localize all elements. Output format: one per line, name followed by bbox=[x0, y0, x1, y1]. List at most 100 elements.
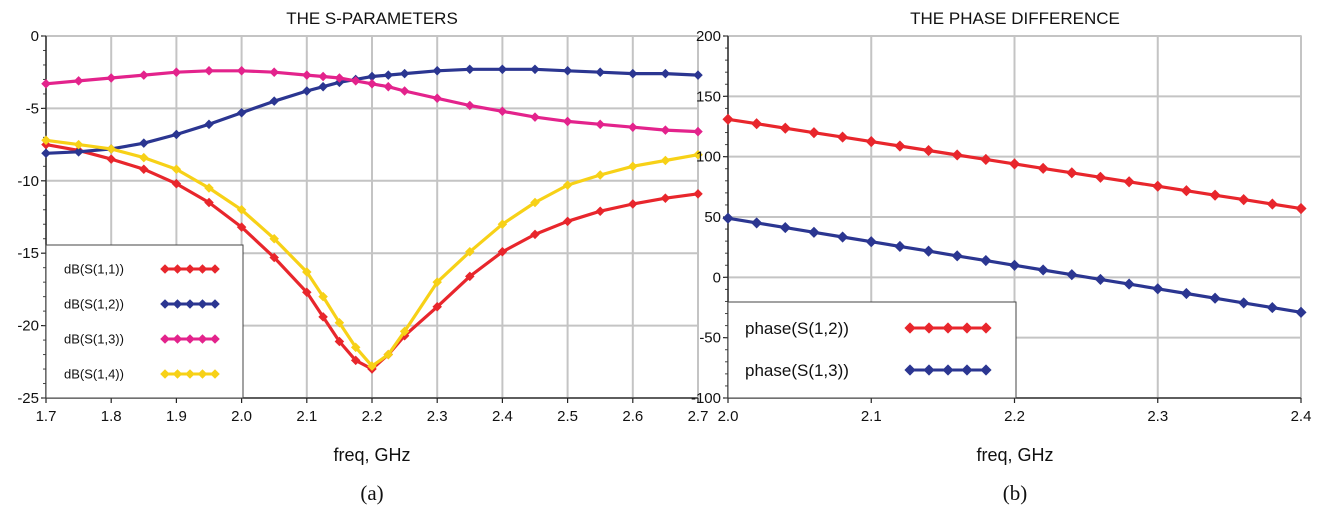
data-point bbox=[808, 127, 820, 139]
data-point bbox=[139, 70, 149, 80]
data-point bbox=[334, 336, 345, 347]
data-point bbox=[595, 170, 605, 180]
series-group bbox=[41, 64, 703, 374]
data-point bbox=[530, 64, 540, 75]
data-point bbox=[204, 119, 214, 130]
data-point bbox=[894, 240, 906, 253]
data-point bbox=[722, 212, 734, 224]
legend-swatch-marker bbox=[160, 299, 170, 309]
legend-swatch-marker bbox=[172, 334, 183, 344]
legend-swatch-marker bbox=[185, 299, 195, 309]
legend-swatch-marker bbox=[172, 369, 183, 379]
data-point bbox=[106, 73, 116, 83]
data-point bbox=[808, 226, 820, 238]
y-tick-label: -50 bbox=[699, 330, 721, 347]
data-point bbox=[894, 140, 906, 152]
figure-caption: (a) bbox=[360, 481, 383, 505]
data-point bbox=[628, 199, 638, 209]
x-tick-label: 1.9 bbox=[166, 408, 187, 425]
legend-swatch-marker bbox=[942, 322, 954, 334]
x-tick-label: 2.3 bbox=[427, 408, 448, 425]
data-point bbox=[922, 245, 935, 257]
legend-swatch-marker bbox=[197, 334, 208, 344]
data-point bbox=[837, 131, 849, 143]
data-point bbox=[628, 161, 638, 172]
data-point bbox=[302, 70, 312, 80]
legend-swatch-marker bbox=[185, 264, 195, 274]
data-point bbox=[951, 149, 963, 161]
legend-swatch-marker bbox=[160, 264, 170, 274]
data-point bbox=[236, 107, 247, 118]
legend-entry: dB(S(1,1)) bbox=[64, 262, 220, 277]
data-point bbox=[204, 65, 214, 76]
x-axis-label: freq, GHz bbox=[976, 445, 1053, 465]
data-point bbox=[399, 86, 410, 96]
legend-entry: phase(S(1,3)) bbox=[745, 361, 992, 380]
x-tick-label: 2.1 bbox=[296, 408, 317, 425]
legend-swatch-marker bbox=[961, 322, 973, 334]
x-tick-label: 2.4 bbox=[492, 408, 513, 425]
data-point bbox=[432, 93, 442, 104]
data-point bbox=[73, 76, 84, 86]
data-point bbox=[465, 100, 475, 111]
data-point bbox=[693, 149, 703, 160]
data-point bbox=[269, 96, 279, 106]
x-tick-label: 2.5 bbox=[557, 408, 578, 425]
legend-swatch-marker bbox=[197, 299, 208, 309]
data-point bbox=[139, 152, 149, 163]
data-point bbox=[1180, 287, 1192, 300]
data-point bbox=[41, 79, 51, 89]
legend-entry: dB(S(1,2)) bbox=[64, 297, 220, 312]
data-point bbox=[139, 164, 149, 174]
x-axis-label: freq, GHz bbox=[333, 445, 410, 465]
data-point bbox=[660, 193, 671, 203]
data-point bbox=[334, 317, 345, 328]
legend: phase(S(1,2)) phase(S(1,3)) bbox=[727, 301, 1017, 399]
legend-swatch-marker bbox=[185, 334, 195, 344]
chart-title: THE S-PARAMETERS bbox=[286, 9, 458, 28]
legend-entry: phase(S(1,2)) bbox=[745, 319, 992, 338]
phase-difference-chart: THE PHASE DIFFERENCE 2.0 2.1 2.2 2.3 2.4 200 1… bbox=[691, 9, 1311, 505]
x-tick-label: 2.7 bbox=[688, 408, 709, 425]
legend-swatch-marker bbox=[980, 322, 992, 334]
x-tick-label: 2.4 bbox=[1291, 408, 1312, 425]
data-point bbox=[171, 67, 182, 77]
legend-swatch-marker bbox=[172, 264, 183, 274]
data-point bbox=[751, 118, 763, 130]
data-point bbox=[595, 206, 605, 216]
legend-swatch-marker bbox=[185, 369, 195, 379]
data-point bbox=[1152, 180, 1164, 192]
data-point bbox=[41, 148, 51, 159]
data-point bbox=[171, 129, 182, 140]
series-3 bbox=[41, 65, 703, 137]
data-point bbox=[269, 67, 279, 77]
chart-title: THE PHASE DIFFERENCE bbox=[910, 9, 1120, 28]
data-point bbox=[1094, 171, 1107, 183]
data-point bbox=[383, 70, 394, 80]
data-point bbox=[399, 326, 410, 337]
data-point bbox=[1094, 273, 1107, 285]
data-point bbox=[1123, 278, 1135, 290]
y-tick-label: 0 bbox=[713, 269, 721, 286]
data-point bbox=[1180, 185, 1192, 197]
data-point bbox=[269, 233, 279, 244]
y-tick-label: -100 bbox=[691, 390, 721, 407]
legend-swatch-marker bbox=[210, 369, 220, 379]
data-point bbox=[204, 197, 214, 208]
y-tick-label: -25 bbox=[17, 390, 39, 407]
data-point bbox=[41, 135, 51, 146]
legend: dB(S(1,1)) dB(S(1,2)) dB(S(1,3)) dB(S(1,4)) bbox=[45, 244, 244, 399]
data-point bbox=[530, 197, 540, 208]
data-point bbox=[236, 222, 247, 232]
data-point bbox=[693, 126, 703, 137]
data-point bbox=[1152, 283, 1164, 295]
legend-swatch-marker bbox=[980, 364, 992, 376]
series-group bbox=[722, 113, 1307, 318]
legend-swatch-marker bbox=[197, 369, 208, 379]
legend-swatch-marker bbox=[172, 299, 183, 309]
data-point bbox=[318, 291, 328, 302]
legend-swatch-marker bbox=[904, 364, 916, 376]
data-point bbox=[1008, 259, 1021, 271]
legend-swatch-marker bbox=[210, 299, 220, 309]
legend-label: phase(S(1,2)) bbox=[745, 319, 849, 338]
